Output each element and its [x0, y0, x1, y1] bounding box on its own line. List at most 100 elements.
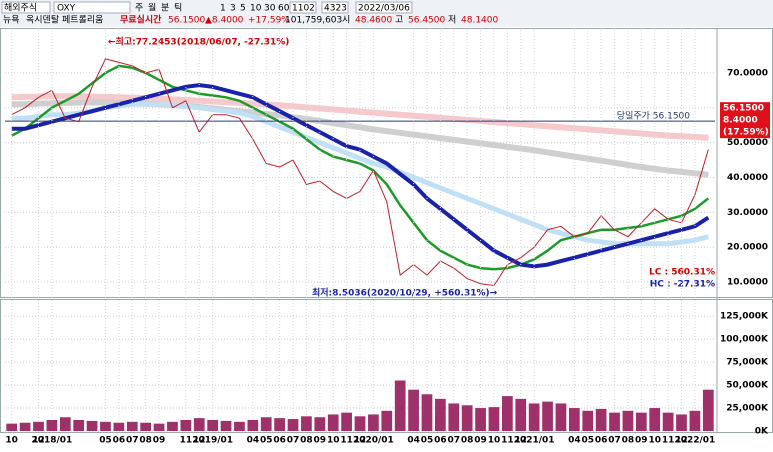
x-tick-label: 04: [247, 436, 260, 446]
x-tick-label: 08: [461, 436, 474, 446]
y-tick-label: 0K: [755, 427, 769, 437]
date-box[interactable]: [355, 1, 413, 14]
x-tick-label: 06: [595, 436, 608, 446]
x-tick-label: 2019/01: [192, 436, 233, 446]
volume-bar: [46, 419, 58, 431]
x-tick-label: 2018/01: [31, 436, 72, 446]
x-tick-label: 09: [314, 436, 327, 446]
volume-bar: [6, 423, 18, 431]
x-tick-label: 10: [5, 436, 18, 446]
y-tick-label: 30.0000: [727, 208, 768, 218]
volume-bar: [193, 418, 205, 431]
count: 1102: [292, 4, 315, 14]
unit[interactable]: 월: [148, 2, 156, 14]
period[interactable]: 60: [278, 4, 290, 14]
exchange: 뉴욕: [3, 15, 20, 26]
x-tick-label: 12: [354, 436, 367, 446]
volume-bar: [555, 403, 567, 431]
price-tag-text: 56.1500: [723, 104, 764, 114]
x-tick-label: 10: [488, 436, 501, 446]
x-tick-label: 12: [32, 436, 45, 446]
price: 56.1500: [168, 16, 205, 26]
period[interactable]: 3: [230, 4, 236, 14]
volume-bar: [140, 422, 152, 431]
volume-bar: [528, 403, 540, 431]
volume-bar: [568, 408, 580, 431]
price-tag-text: (17.59%): [723, 128, 769, 138]
unit[interactable]: 주: [135, 3, 143, 14]
x-tick-label: 11: [501, 436, 514, 446]
volume-bar: [689, 410, 701, 431]
y-tick-label: 70.0000: [727, 68, 768, 78]
volume-bar: [542, 401, 553, 431]
market-box[interactable]: [1, 1, 51, 14]
x-tick-label: 10: [648, 436, 661, 446]
x-tick-label: 08: [622, 436, 635, 446]
y-tick-label: 50.0000: [727, 138, 768, 148]
volume-bar: [260, 417, 272, 431]
x-tick-label: 09: [635, 436, 648, 446]
count-box[interactable]: [289, 1, 317, 14]
x-tick-label: 04: [568, 436, 581, 446]
x-tick-label: 08: [139, 436, 152, 446]
price-tag: [720, 102, 770, 139]
volume-bar: [180, 419, 192, 431]
volume-bar: [582, 410, 594, 431]
volume-bar: [314, 417, 326, 431]
x-tick-label: 11: [180, 436, 193, 446]
volume-bar: [113, 422, 125, 431]
volume-bar: [381, 410, 393, 431]
x-tick-label: 05: [581, 436, 594, 446]
open: 48.4600: [355, 16, 392, 26]
lc-note: LC : 560.31%: [649, 268, 715, 278]
price-line: [11, 64, 710, 271]
x-tick-label: 06: [113, 436, 126, 446]
symbol-box[interactable]: [53, 1, 131, 14]
unit[interactable]: 틱: [174, 2, 182, 14]
price-line: [11, 83, 710, 269]
volume-bar: [702, 389, 714, 431]
period[interactable]: 30: [264, 4, 276, 14]
x-tick-label: 04: [407, 436, 420, 446]
high-note: ←최고:77.2453(2018/06/07, -27.31%): [108, 36, 289, 48]
volume-bar: [167, 421, 178, 431]
volume-bar: [220, 420, 232, 431]
volume-bar: [274, 418, 285, 431]
x-tick-label: 2022/01: [674, 436, 715, 446]
x-tick-label: 2020/01: [353, 436, 394, 446]
volume-bar: [448, 403, 460, 431]
change: ▲8.4000: [205, 16, 244, 26]
count-box[interactable]: [321, 1, 349, 14]
symbol: OXY: [57, 4, 76, 14]
period[interactable]: 1: [220, 4, 226, 14]
realtime: 무료실시간: [120, 14, 162, 26]
unit[interactable]: 분: [161, 3, 169, 14]
high: 56.4500: [408, 16, 445, 26]
volume-bar: [435, 398, 446, 431]
open-label: 시: [342, 15, 350, 26]
volume-bar: [421, 394, 433, 431]
x-tick-label: 07: [608, 436, 621, 446]
x-tick-label: 12: [514, 436, 527, 446]
x-tick-label: 11: [662, 436, 675, 446]
volume-bar: [609, 412, 620, 431]
price-line: [11, 58, 709, 287]
volume-bar: [488, 407, 500, 431]
volume-bar: [408, 389, 419, 431]
period[interactable]: 5: [240, 4, 246, 14]
x-tick-label: 12: [675, 436, 688, 446]
price-tag-text: 8.4000: [723, 116, 758, 126]
volume-bar: [649, 408, 661, 431]
volume-bar: [287, 419, 299, 431]
x-tick-label: 11: [340, 436, 353, 446]
volume-bar: [19, 422, 31, 431]
y-tick-label: 50,000K: [726, 381, 769, 391]
x-tick-label: 10: [327, 436, 340, 446]
period[interactable]: 10: [250, 4, 262, 14]
volume-bar: [100, 421, 111, 431]
volume-bar: [247, 419, 259, 431]
volume-bar: [73, 419, 85, 431]
stock-name: 옥시덴탈 페트롤리움: [26, 15, 103, 26]
low: 48.1400: [461, 16, 498, 26]
